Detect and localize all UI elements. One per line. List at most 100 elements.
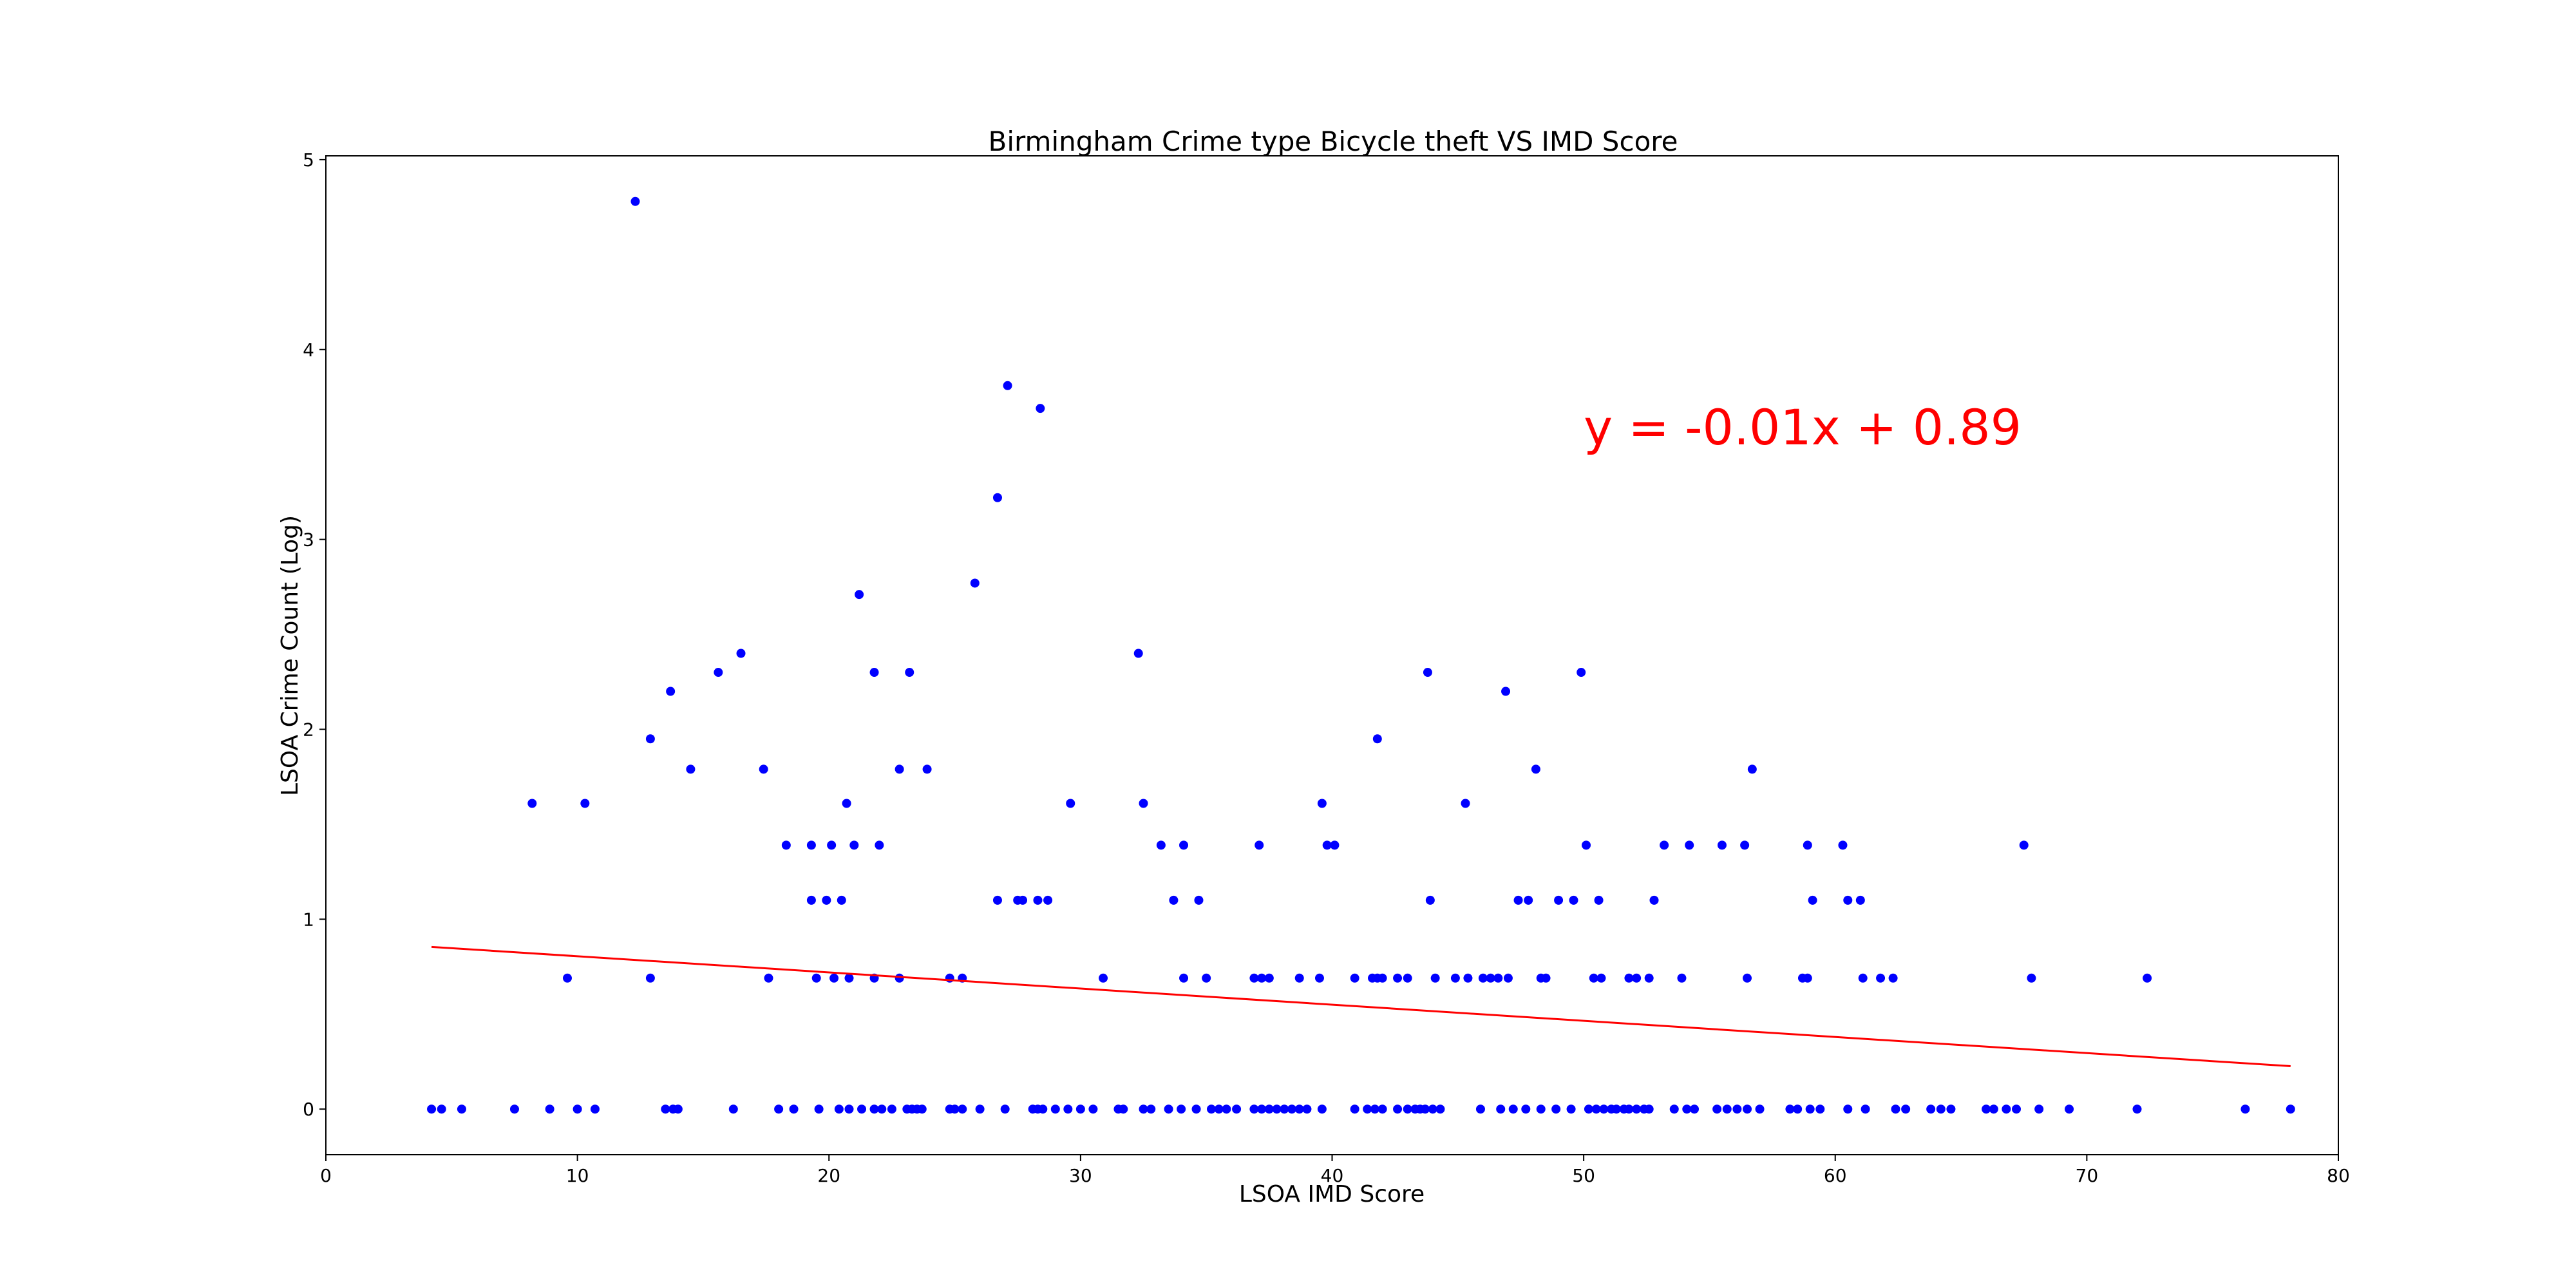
x-tick-label: 30 [1069, 1165, 1092, 1186]
data-point [1099, 973, 1108, 983]
data-point [1066, 799, 1075, 808]
data-point [1043, 895, 1053, 905]
data-point [2240, 1104, 2250, 1114]
data-point [1582, 840, 1591, 850]
data-point [1050, 1104, 1060, 1114]
data-point [2286, 1104, 2295, 1114]
data-point [1156, 840, 1166, 850]
data-point [563, 973, 572, 983]
x-tick-label: 40 [1321, 1165, 1344, 1186]
data-point [1430, 973, 1440, 983]
data-point [1808, 895, 1817, 905]
data-point [1513, 895, 1523, 905]
y-axis-ticks: 0 1 2 3 4 5 [303, 149, 326, 1120]
data-point [1119, 1104, 1128, 1114]
data-point [1403, 973, 1412, 983]
data-point [1989, 1104, 1998, 1114]
data-point [806, 840, 816, 850]
data-point [1428, 1104, 1437, 1114]
data-point [842, 799, 851, 808]
data-point [1139, 799, 1148, 808]
data-point [1805, 1104, 1815, 1114]
data-point [1370, 1104, 1379, 1114]
y-tick-label: 3 [303, 529, 314, 551]
data-point [1632, 973, 1642, 983]
data-point [1591, 1104, 1601, 1114]
data-point [1861, 1104, 1870, 1114]
data-point [1478, 973, 1488, 983]
data-point [1003, 381, 1012, 390]
data-point [975, 1104, 985, 1114]
data-point [1164, 1104, 1173, 1114]
data-point [1669, 1104, 1679, 1114]
data-point [844, 973, 854, 983]
data-point [1891, 1104, 1900, 1114]
data-point [1677, 973, 1687, 983]
x-axis-label: LSOA IMD Score [1239, 1181, 1425, 1208]
y-tick-label: 5 [303, 149, 314, 171]
data-point [811, 973, 821, 983]
data-point [1743, 973, 1752, 983]
data-point [2065, 1104, 2074, 1114]
data-point [1644, 973, 1654, 983]
data-point [1378, 1104, 1387, 1114]
data-point [509, 1104, 519, 1114]
data-point [2034, 1104, 2044, 1114]
data-point [1450, 973, 1460, 983]
data-point [2143, 973, 2152, 983]
data-point [844, 1104, 854, 1114]
data-point [573, 1104, 582, 1114]
data-point [849, 840, 859, 850]
data-point [1732, 1104, 1742, 1114]
data-point [1302, 1104, 1312, 1114]
data-point [527, 799, 537, 808]
data-point [1222, 1104, 1231, 1114]
data-point [857, 1104, 867, 1114]
y-tick-label: 2 [303, 719, 314, 740]
data-point [1088, 1104, 1098, 1114]
data-point [1493, 973, 1503, 983]
data-point [1317, 1104, 1327, 1114]
data-point [1363, 1104, 1372, 1114]
data-point [1425, 895, 1435, 905]
data-point [1075, 1104, 1085, 1114]
x-tick-label: 50 [1572, 1165, 1595, 1186]
data-point [1496, 1104, 1506, 1114]
data-point [1314, 973, 1324, 983]
data-point [661, 1104, 670, 1114]
data-point [457, 1104, 466, 1114]
data-point [1541, 973, 1551, 983]
regression-line [431, 945, 2291, 1068]
data-point [2002, 1104, 2011, 1114]
data-point [1272, 1104, 1282, 1114]
data-point [1685, 840, 1694, 850]
data-point [1524, 895, 1533, 905]
data-point [1133, 649, 1143, 658]
data-point [1843, 895, 1853, 905]
y-tick-label: 1 [303, 909, 314, 930]
data-point [992, 493, 1002, 502]
x-tick-label: 20 [817, 1165, 840, 1186]
data-point [1421, 1104, 1430, 1114]
data-point [1740, 840, 1750, 850]
data-point [1249, 1104, 1259, 1114]
data-point [1350, 973, 1359, 983]
data-point [806, 895, 816, 905]
data-point [1803, 840, 1812, 850]
data-point [1139, 1104, 1148, 1114]
data-point [1330, 840, 1340, 850]
data-point [781, 840, 791, 850]
data-point [1018, 895, 1028, 905]
data-point [922, 764, 932, 774]
data-point [877, 1104, 887, 1114]
data-point [1179, 840, 1189, 850]
data-point [2132, 1104, 2142, 1114]
data-point [1594, 895, 1604, 905]
data-point [1531, 764, 1540, 774]
data-point [1521, 1104, 1531, 1114]
data-point [1722, 1104, 1732, 1114]
y-axis-label: LSOA Crime Count (Log) [277, 515, 303, 796]
data-point [1876, 973, 1886, 983]
data-point [630, 196, 640, 206]
data-point [1063, 1104, 1073, 1114]
